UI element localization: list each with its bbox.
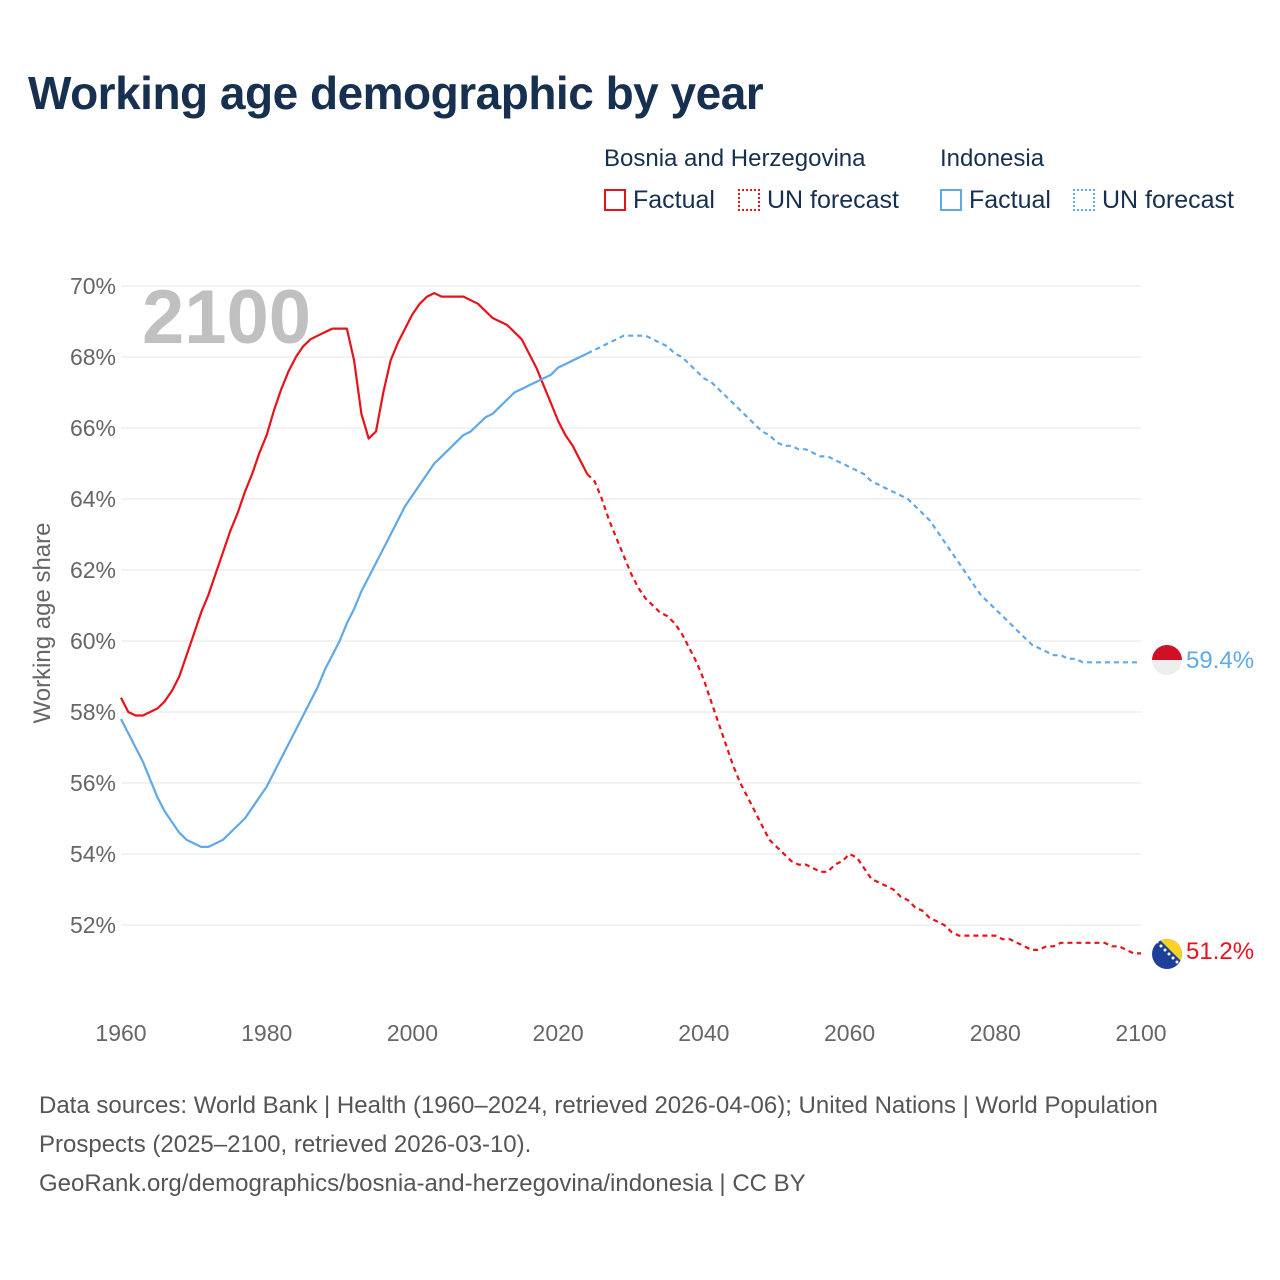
legend-swatch-indonesia-factual bbox=[940, 189, 962, 211]
data-sources: Data sources: World Bank | Health (1960–… bbox=[39, 1092, 1158, 1158]
legend-label-indonesia-forecast: UN forecast bbox=[1102, 185, 1234, 214]
legend-item-bosnia-factual[interactable]: Factual bbox=[604, 186, 715, 214]
y-tick-label: 56% bbox=[70, 770, 116, 796]
series-line-indonesia-forecast bbox=[586, 334, 1141, 664]
x-tick-label: 2020 bbox=[533, 1020, 584, 1046]
legend-swatch-bosnia-forecast bbox=[738, 189, 760, 211]
series-line-indonesia-factual bbox=[120, 352, 588, 848]
series-layer bbox=[120, 292, 1141, 955]
y-tick-label: 68% bbox=[70, 344, 116, 370]
end-label-bosnia: 51.2% bbox=[1186, 938, 1254, 965]
legend-swatch-indonesia-forecast bbox=[1073, 189, 1095, 211]
x-tick-label: 2080 bbox=[970, 1020, 1021, 1046]
y-tick-label: 62% bbox=[70, 557, 116, 583]
legend-label-bosnia-factual: Factual bbox=[633, 185, 715, 214]
legend-group-bosnia: Bosnia and Herzegovina bbox=[604, 145, 866, 172]
legend-item-indonesia-factual[interactable]: Factual bbox=[940, 186, 1051, 214]
year-watermark: 2100 bbox=[142, 275, 311, 360]
y-tick-label: 54% bbox=[70, 841, 116, 867]
legend-label-bosnia-forecast: UN forecast bbox=[767, 185, 899, 214]
x-tick-label: 1980 bbox=[241, 1020, 292, 1046]
y-tick-label: 66% bbox=[70, 415, 116, 441]
chart-title: Working age demographic by year bbox=[28, 67, 764, 119]
legend-group-indonesia: Indonesia bbox=[940, 145, 1045, 172]
footer: Data sources: World Bank | Health (1960–… bbox=[39, 1086, 1219, 1203]
y-tick-label: 52% bbox=[70, 912, 116, 938]
y-tick-label: 58% bbox=[70, 699, 116, 725]
y-tick-label: 60% bbox=[70, 628, 116, 654]
end-label-indonesia: 59.4% bbox=[1186, 647, 1254, 674]
x-tick-label: 1960 bbox=[95, 1020, 146, 1046]
attribution: GeoRank.org/demographics/bosnia-and-herz… bbox=[39, 1170, 806, 1197]
x-tick-label: 2000 bbox=[387, 1020, 438, 1046]
gridlines bbox=[121, 285, 1141, 926]
line-chart: 2100 52% 54% 56% 58% 60% 62% 64% 66% 68% 70% 1960… bbox=[29, 273, 1254, 1046]
x-tick-label: 2040 bbox=[678, 1020, 729, 1046]
x-tick-label: 2100 bbox=[1115, 1020, 1166, 1046]
x-axis-ticks: 1960 1980 2000 2020 2040 2060 2080 2100 bbox=[95, 1020, 1166, 1046]
bosnia-flag-icon bbox=[1152, 939, 1182, 969]
y-tick-label: 70% bbox=[70, 273, 116, 299]
x-tick-label: 2060 bbox=[824, 1020, 875, 1046]
legend-item-indonesia-forecast[interactable]: UN forecast bbox=[1073, 186, 1234, 214]
legend-label-indonesia-factual: Factual bbox=[969, 185, 1051, 214]
y-axis-label: Working age share bbox=[29, 523, 56, 724]
series-line-bosnia-forecast bbox=[586, 473, 1141, 955]
legend-swatch-bosnia-factual bbox=[604, 189, 626, 211]
y-axis-ticks: 52% 54% 56% 58% 60% 62% 64% 66% 68% 70% bbox=[70, 273, 116, 938]
legend-item-bosnia-forecast[interactable]: UN forecast bbox=[738, 186, 899, 214]
indonesia-flag-icon bbox=[1152, 645, 1182, 675]
y-tick-label: 64% bbox=[70, 486, 116, 512]
series-line-bosnia-factual bbox=[120, 292, 589, 717]
